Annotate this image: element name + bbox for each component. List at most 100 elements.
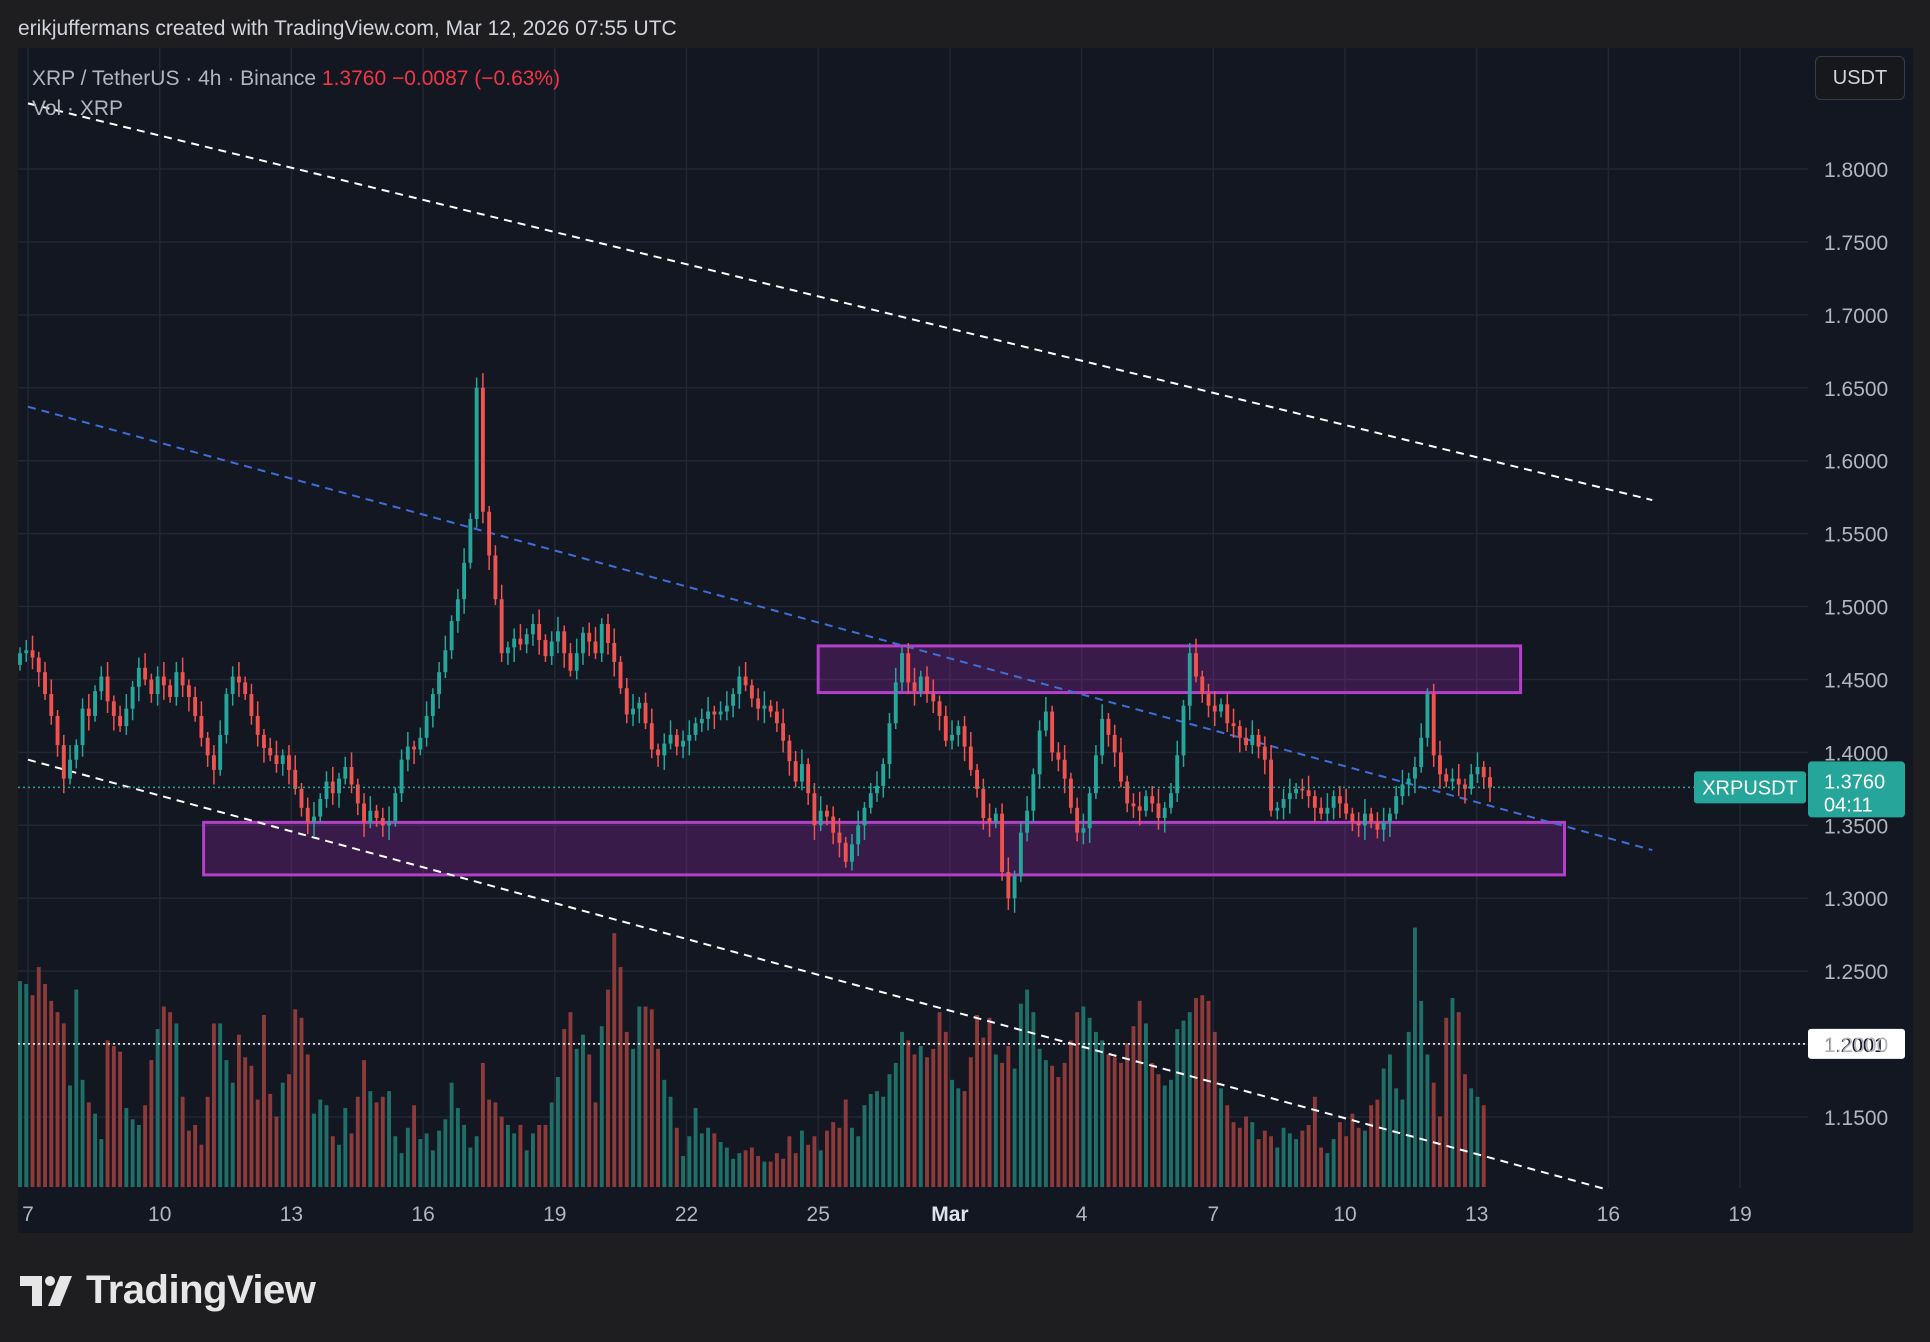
candle-body [781,723,786,741]
candle-body [724,705,729,712]
volume-bar [193,1124,198,1187]
candle-body [912,682,917,692]
candle-body [74,745,79,760]
candle-body [312,816,316,823]
candle-body [1438,755,1442,775]
candle-body [393,793,398,821]
candle-body [1375,822,1380,830]
candle-body [280,755,285,765]
candle-body [1187,653,1192,706]
candle-body [1050,711,1055,753]
candle-body [86,708,91,716]
volume-bar [1043,1060,1048,1187]
candle-body [1100,718,1105,756]
candle-body [1031,774,1036,811]
tradingview-logo[interactable]: TradingView [20,1268,316,1313]
symbol-label[interactable]: XRP / TetherUS · 4h · Binance [32,67,317,90]
volume-bar [1337,1122,1342,1187]
volume-bar [1319,1147,1324,1187]
candle-body [1106,718,1111,735]
volume-bar [612,933,617,1187]
volume-bar [1112,1057,1117,1187]
candle-body [174,672,179,697]
volume-bar [537,1124,542,1187]
candle-body [737,676,742,695]
legend-line-2: Vol · XRP [32,94,560,124]
candle-body [824,810,829,817]
candle-body [693,723,698,735]
candle-body [1350,813,1355,823]
volume-bar [24,983,29,1187]
candle-body [262,734,266,749]
candle-body [230,676,235,695]
volume-bar [1062,1062,1067,1187]
candle-body [706,711,711,719]
volume-bar [837,1127,842,1187]
candle-body [243,682,248,695]
volume-bar [662,1079,667,1187]
candle-body [1219,704,1223,712]
volume-bar [1018,1003,1023,1187]
grid [18,48,1808,1188]
volume-bar [893,1062,898,1187]
volume-bar [762,1161,767,1187]
volume-bar [1100,1040,1105,1187]
volume-bar [1412,927,1417,1187]
candle-body [49,694,54,716]
volume-bar [374,1102,379,1187]
volume-bar [712,1133,717,1187]
volume-label[interactable]: Vol · XRP [32,97,124,120]
candle-body [155,676,160,695]
candle-body [1018,832,1023,877]
volume-bar [474,1136,479,1187]
volume-bar [61,1023,66,1187]
volume-bar [1244,1116,1248,1187]
candle-body [1269,759,1274,811]
candle-body [968,746,973,770]
trendline [27,758,1609,1191]
candle-body [474,387,479,520]
candle-body [793,761,798,782]
volume-bar [487,1099,492,1187]
candle-body [1262,746,1267,760]
volume-bar [236,1034,241,1187]
chart-legend: XRP / TetherUS · 4h · Binance 1.3760 −0.… [32,64,560,124]
candle-body [255,715,260,735]
candle-body [136,667,141,687]
volume-bar [749,1147,754,1187]
volume-bar [362,1060,366,1187]
volume-bar [631,1048,635,1187]
currency-button[interactable]: USDT [1815,56,1905,100]
candle-body [330,781,335,794]
candle-body [731,694,736,706]
candle-body [1006,871,1011,899]
candle-body [61,745,66,779]
candle-body [524,634,529,645]
candle-body [299,788,304,808]
volume-bar [1093,1031,1098,1187]
candle-body [918,676,923,692]
level-tag [1808,1028,1905,1059]
candle-body [205,737,210,756]
candle-body [987,818,992,823]
candle-body [962,726,967,747]
volume-bar [118,1051,123,1187]
candle-body [1137,806,1142,811]
volume-bar [1394,1088,1399,1187]
candle-body [493,555,498,600]
volume-bar [887,1074,892,1187]
candle-body [662,743,667,756]
trendline-layer [27,102,1653,1191]
candle-body [105,676,110,702]
candle-body [1369,813,1374,823]
candle-body [518,638,523,645]
candle-body [193,696,198,716]
candle-body [1412,766,1417,779]
volume-bar [86,1102,91,1187]
candle-body [1081,828,1086,833]
candle-body [149,679,154,695]
candle-body [343,766,348,779]
candle-body [593,641,598,654]
candle-body [1231,723,1236,727]
